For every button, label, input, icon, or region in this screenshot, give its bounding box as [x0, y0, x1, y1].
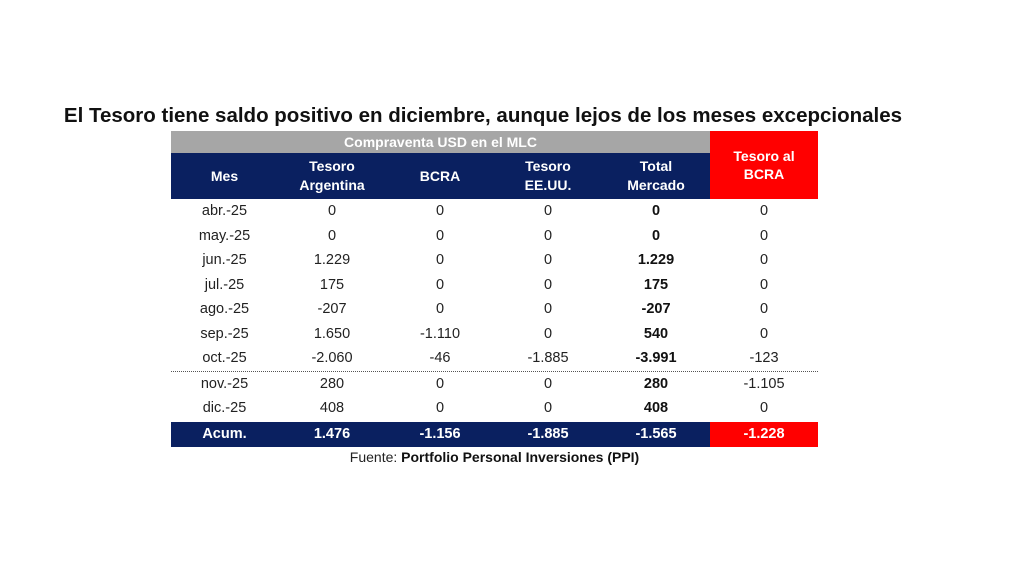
table-cell: 0 [543, 203, 553, 219]
group-header: Compraventa USD en el MLC [171, 131, 710, 153]
table-cell: 0 [759, 252, 769, 268]
header-row: Mes Tesoro Argentina BCRA Tesoro EE.UU. … [171, 153, 818, 199]
table-cell: 0 [435, 375, 445, 392]
table-cell: -1.885 [527, 350, 569, 366]
table-cell: dic.-25 [202, 400, 247, 416]
table-cell: 0 [435, 301, 445, 317]
table-row: nov.-25 280 0 0 280 -1.105 [171, 372, 818, 397]
header-tesoro-al-bcra: Tesoro al BCRA [710, 131, 818, 199]
table-row: abr.-25 0 0 0 0 0 [171, 199, 818, 224]
table-cell: 0 [327, 203, 337, 219]
table-row: sep.-25 1.650 -1.110 0 540 0 [171, 322, 818, 347]
table-cell: 1.229 [313, 252, 351, 268]
table-cell: -207 [317, 301, 347, 317]
header-bcra: BCRA [386, 153, 494, 199]
table-cell: 1.229 [637, 252, 675, 268]
table-row: may.-25 0 0 0 0 0 [171, 224, 818, 249]
table-cell: -2.060 [311, 350, 353, 366]
table-cell: 0 [543, 227, 553, 244]
table-cell: 0 [759, 325, 769, 342]
table-cell: 0 [543, 301, 553, 317]
table-cell: 280 [319, 375, 345, 392]
table-cell: 1.650 [313, 325, 351, 342]
table-row: oct.-25 -2.060 -46 -1.885 -3.991 -123 [171, 346, 818, 372]
table-cell: abr.-25 [201, 203, 248, 219]
table-cell: 0 [759, 203, 769, 219]
table-cell: 0 [543, 325, 553, 342]
table-row: jul.-25 175 0 0 175 0 [171, 273, 818, 298]
total-cell: -1.156 [419, 425, 461, 442]
header-mes: Mes [171, 153, 278, 199]
table-row: ago.-25 -207 0 0 -207 0 [171, 297, 818, 322]
table-cell: 408 [643, 400, 669, 416]
table-cell: 0 [435, 276, 445, 293]
table-cell: 0 [651, 203, 661, 219]
table-cell: 0 [759, 227, 769, 244]
table-row: jun.-25 1.229 0 0 1.229 0 [171, 248, 818, 273]
table-cell: jun.-25 [202, 252, 247, 268]
table-cell: may.-25 [198, 227, 251, 244]
total-cell: 1.476 [313, 425, 351, 442]
table-cell: -123 [749, 350, 779, 366]
table-cell: 0 [435, 203, 445, 219]
table-cell: 0 [543, 276, 553, 293]
header-tesoro-eeuu: Tesoro EE.UU. [494, 153, 602, 199]
table-cell: jul.-25 [204, 276, 245, 293]
source-note: Fuente: Portfolio Personal Inversiones (… [349, 449, 640, 465]
table-cell: 175 [643, 276, 669, 293]
total-row: Acum. 1.476 -1.156 -1.885 -1.565 -1.228 [171, 421, 818, 447]
table-cell: 0 [435, 227, 445, 244]
table-cell: 0 [543, 375, 553, 392]
header-total-mercado: Total Mercado [602, 153, 710, 199]
table-cell: oct.-25 [202, 350, 247, 366]
total-cell: -1.565 [635, 425, 677, 442]
table-cell: sep.-25 [200, 325, 249, 342]
total-cell-tesoro-al-bcra: -1.228 [710, 421, 818, 447]
table-cell: 0 [543, 400, 553, 416]
table-cell: -1.110 [419, 325, 461, 342]
table-cell: 175 [319, 276, 345, 293]
table-cell: 0 [651, 227, 661, 244]
data-table: Compraventa USD en el MLC Tesoro al BCRA… [171, 131, 818, 447]
table-cell: -207 [641, 301, 671, 317]
table-cell: -1.105 [743, 375, 785, 392]
table-cell: 408 [319, 400, 345, 416]
table-cell: ago.-25 [199, 301, 250, 317]
table-cell: 540 [643, 325, 669, 342]
table-cell: 0 [759, 301, 769, 317]
table-cell: 0 [759, 400, 769, 416]
table-cell: 0 [435, 400, 445, 416]
table-cell: 0 [543, 252, 553, 268]
table-cell: -3.991 [635, 350, 677, 366]
header-tesoro-argentina: Tesoro Argentina [278, 153, 386, 199]
table-cell: 0 [759, 276, 769, 293]
table-row: dic.-25 408 0 0 408 0 [171, 396, 818, 421]
table-cell: nov.-25 [200, 375, 249, 392]
table-body: abr.-25 0 0 0 0 0 may.-25 0 0 0 0 0 jun.-25 1.229 0 0 1.… [171, 199, 818, 421]
total-cell: Acum. [202, 425, 247, 442]
table-cell: 280 [643, 375, 669, 392]
table-cell: 0 [435, 252, 445, 268]
group-header-row: Compraventa USD en el MLC [171, 131, 818, 153]
page-title: El Tesoro tiene saldo positivo en diciem… [63, 104, 903, 127]
table-cell: 0 [327, 227, 337, 244]
total-cell: -1.885 [527, 425, 569, 442]
table-cell: -46 [429, 350, 451, 366]
